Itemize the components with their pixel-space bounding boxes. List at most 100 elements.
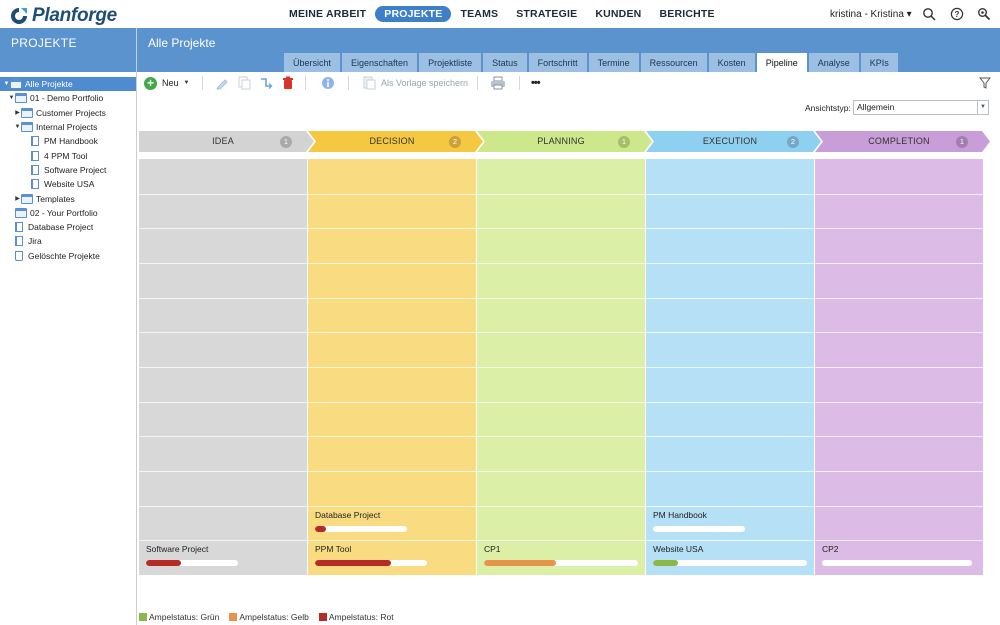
tab-pipeline[interactable]: Pipeline [756,53,807,72]
tree-item[interactable]: PM Handbook [0,134,136,148]
toolbar-divider [305,76,306,90]
project-card[interactable]: CP2 [815,540,983,575]
nav-item-meine-arbeit[interactable]: MEINE ARBEIT [289,8,367,20]
legend-swatch [229,613,238,621]
project-card[interactable]: Database Project [308,506,476,541]
progress-fill [653,560,678,566]
save-as-template-button[interactable]: Als Vorlage speichern [362,76,468,90]
view-type-label: Ansichtstyp: [805,103,851,113]
tab-projektliste[interactable]: Projektliste [419,53,482,72]
expanded-caret-icon[interactable]: ▼ [3,81,10,88]
progress-bar [146,560,238,566]
grid-line [646,332,814,333]
grid-line [646,194,814,195]
stage-chevron-shape [308,131,483,152]
user-menu[interactable]: kristina - Kristina ▾ [830,9,912,20]
tab-eigenschaften[interactable]: Eigenschaften [342,53,418,72]
stage-count-badge: 2 [787,136,799,148]
nav-item-projekte[interactable]: PROJEKTE [375,6,452,22]
project-icon [31,150,39,161]
tree-item-label: Customer Projects [36,107,106,118]
grid-line [477,298,645,299]
tree-item[interactable]: ▼ Internal Projects [0,120,136,134]
tab-analyse[interactable]: Analyse [808,53,859,72]
project-card[interactable]: Website USA [646,540,814,575]
grid-line [308,540,476,541]
tab-kosten[interactable]: Kosten [708,53,755,72]
top-navigation-bar: Planforge MEINE ARBEIT PROJEKTE TEAMS STRAT… [0,0,1000,28]
print-icon[interactable] [490,76,506,90]
tree-item[interactable]: ▼ Alle Projekte [0,77,136,92]
tab-kpis[interactable]: KPIs [860,53,898,72]
tree-item[interactable]: 4 PPM Tool [0,148,136,162]
new-button[interactable]: + Neu ▼ [144,76,189,90]
project-card[interactable]: Software Project [139,540,307,575]
stage-header-idea: IDEA 1 [139,131,314,152]
toolbar: + Neu ▼ Als Vorlage speichern ••• Ansich… [137,72,1000,115]
stage-name: COMPLETION [868,136,930,146]
tree-item-label: 02 - Your Portfolio [30,207,98,218]
expanded-caret-icon[interactable]: ▼ [14,124,21,131]
stage-count-badge: 1 [956,136,968,148]
progress-fill [315,526,327,532]
tab-fortschritt[interactable]: Fortschritt [528,53,587,72]
grid-line [308,436,476,437]
tab-ressourcen[interactable]: Ressourcen [640,53,707,72]
stage-name: IDEA [212,136,234,146]
grid-line [477,194,645,195]
collapsed-caret-icon[interactable]: ▶ [15,110,20,117]
logo-text: Planforge [32,5,117,26]
nav-item-berichte[interactable]: BERICHTE [659,8,715,20]
stage-column-idea: Software Project [139,159,307,575]
stage-count-badge: 2 [449,136,461,148]
tree-item[interactable]: Website USA [0,177,136,191]
grid-line [646,471,814,472]
search-icon[interactable] [922,7,936,21]
delete-icon[interactable] [281,76,295,90]
nav-item-teams[interactable]: TEAMS [460,8,499,20]
app-logo[interactable]: Planforge [10,5,117,27]
tree-item-label: Jira [28,236,42,247]
stage-count-badge: 1 [618,136,630,148]
project-card[interactable]: PPM Tool [308,540,476,575]
collapsed-caret-icon[interactable]: ▶ [15,196,20,203]
stage-name: DECISION [369,136,415,146]
global-search-settings-icon[interactable] [977,7,991,21]
tree-item[interactable]: Database Project [0,220,136,234]
help-icon[interactable]: ? [950,7,964,21]
view-type-select[interactable]: Allgemein ▼ [853,100,989,115]
tree-item[interactable]: ▼ 01 - Demo Portfolio [0,91,136,105]
move-icon[interactable] [259,76,273,90]
info-icon[interactable] [321,76,335,90]
project-card[interactable]: CP1 [477,540,645,575]
grid-line [139,436,307,437]
copy-icon[interactable] [237,76,251,90]
progress-bar [653,560,807,566]
grid-line [646,540,814,541]
tree-item[interactable]: ▶ Customer Projects [0,106,136,120]
filter-icon[interactable] [979,76,991,90]
tab-übersicht[interactable]: Übersicht [284,53,341,72]
grid-line [477,367,645,368]
grid-line [477,436,645,437]
tree-item[interactable]: 02 - Your Portfolio [0,206,136,220]
tree-item[interactable]: Jira [0,234,136,248]
tree-item[interactable]: ▶ Templates [0,191,136,205]
more-options-button[interactable]: ••• [531,77,541,89]
edit-icon[interactable] [215,76,229,90]
toolbar-divider [477,76,478,90]
tree-item[interactable]: Gelöschte Projekte [0,249,136,263]
project-card[interactable]: PM Handbook [646,506,814,541]
grid-line [815,194,983,195]
expanded-caret-icon[interactable]: ▼ [8,95,15,102]
grid-line [646,298,814,299]
toolbar-divider [348,76,349,90]
tab-termine[interactable]: Termine [588,53,639,72]
tree-item[interactable]: Software Project [0,163,136,177]
nav-item-kunden[interactable]: KUNDEN [595,8,642,20]
project-icon [15,222,23,233]
grid-line [815,436,983,437]
nav-item-strategie[interactable]: STRATEGIE [516,8,578,20]
tab-status[interactable]: Status [483,53,527,72]
project-card-name: PPM Tool [315,544,352,554]
